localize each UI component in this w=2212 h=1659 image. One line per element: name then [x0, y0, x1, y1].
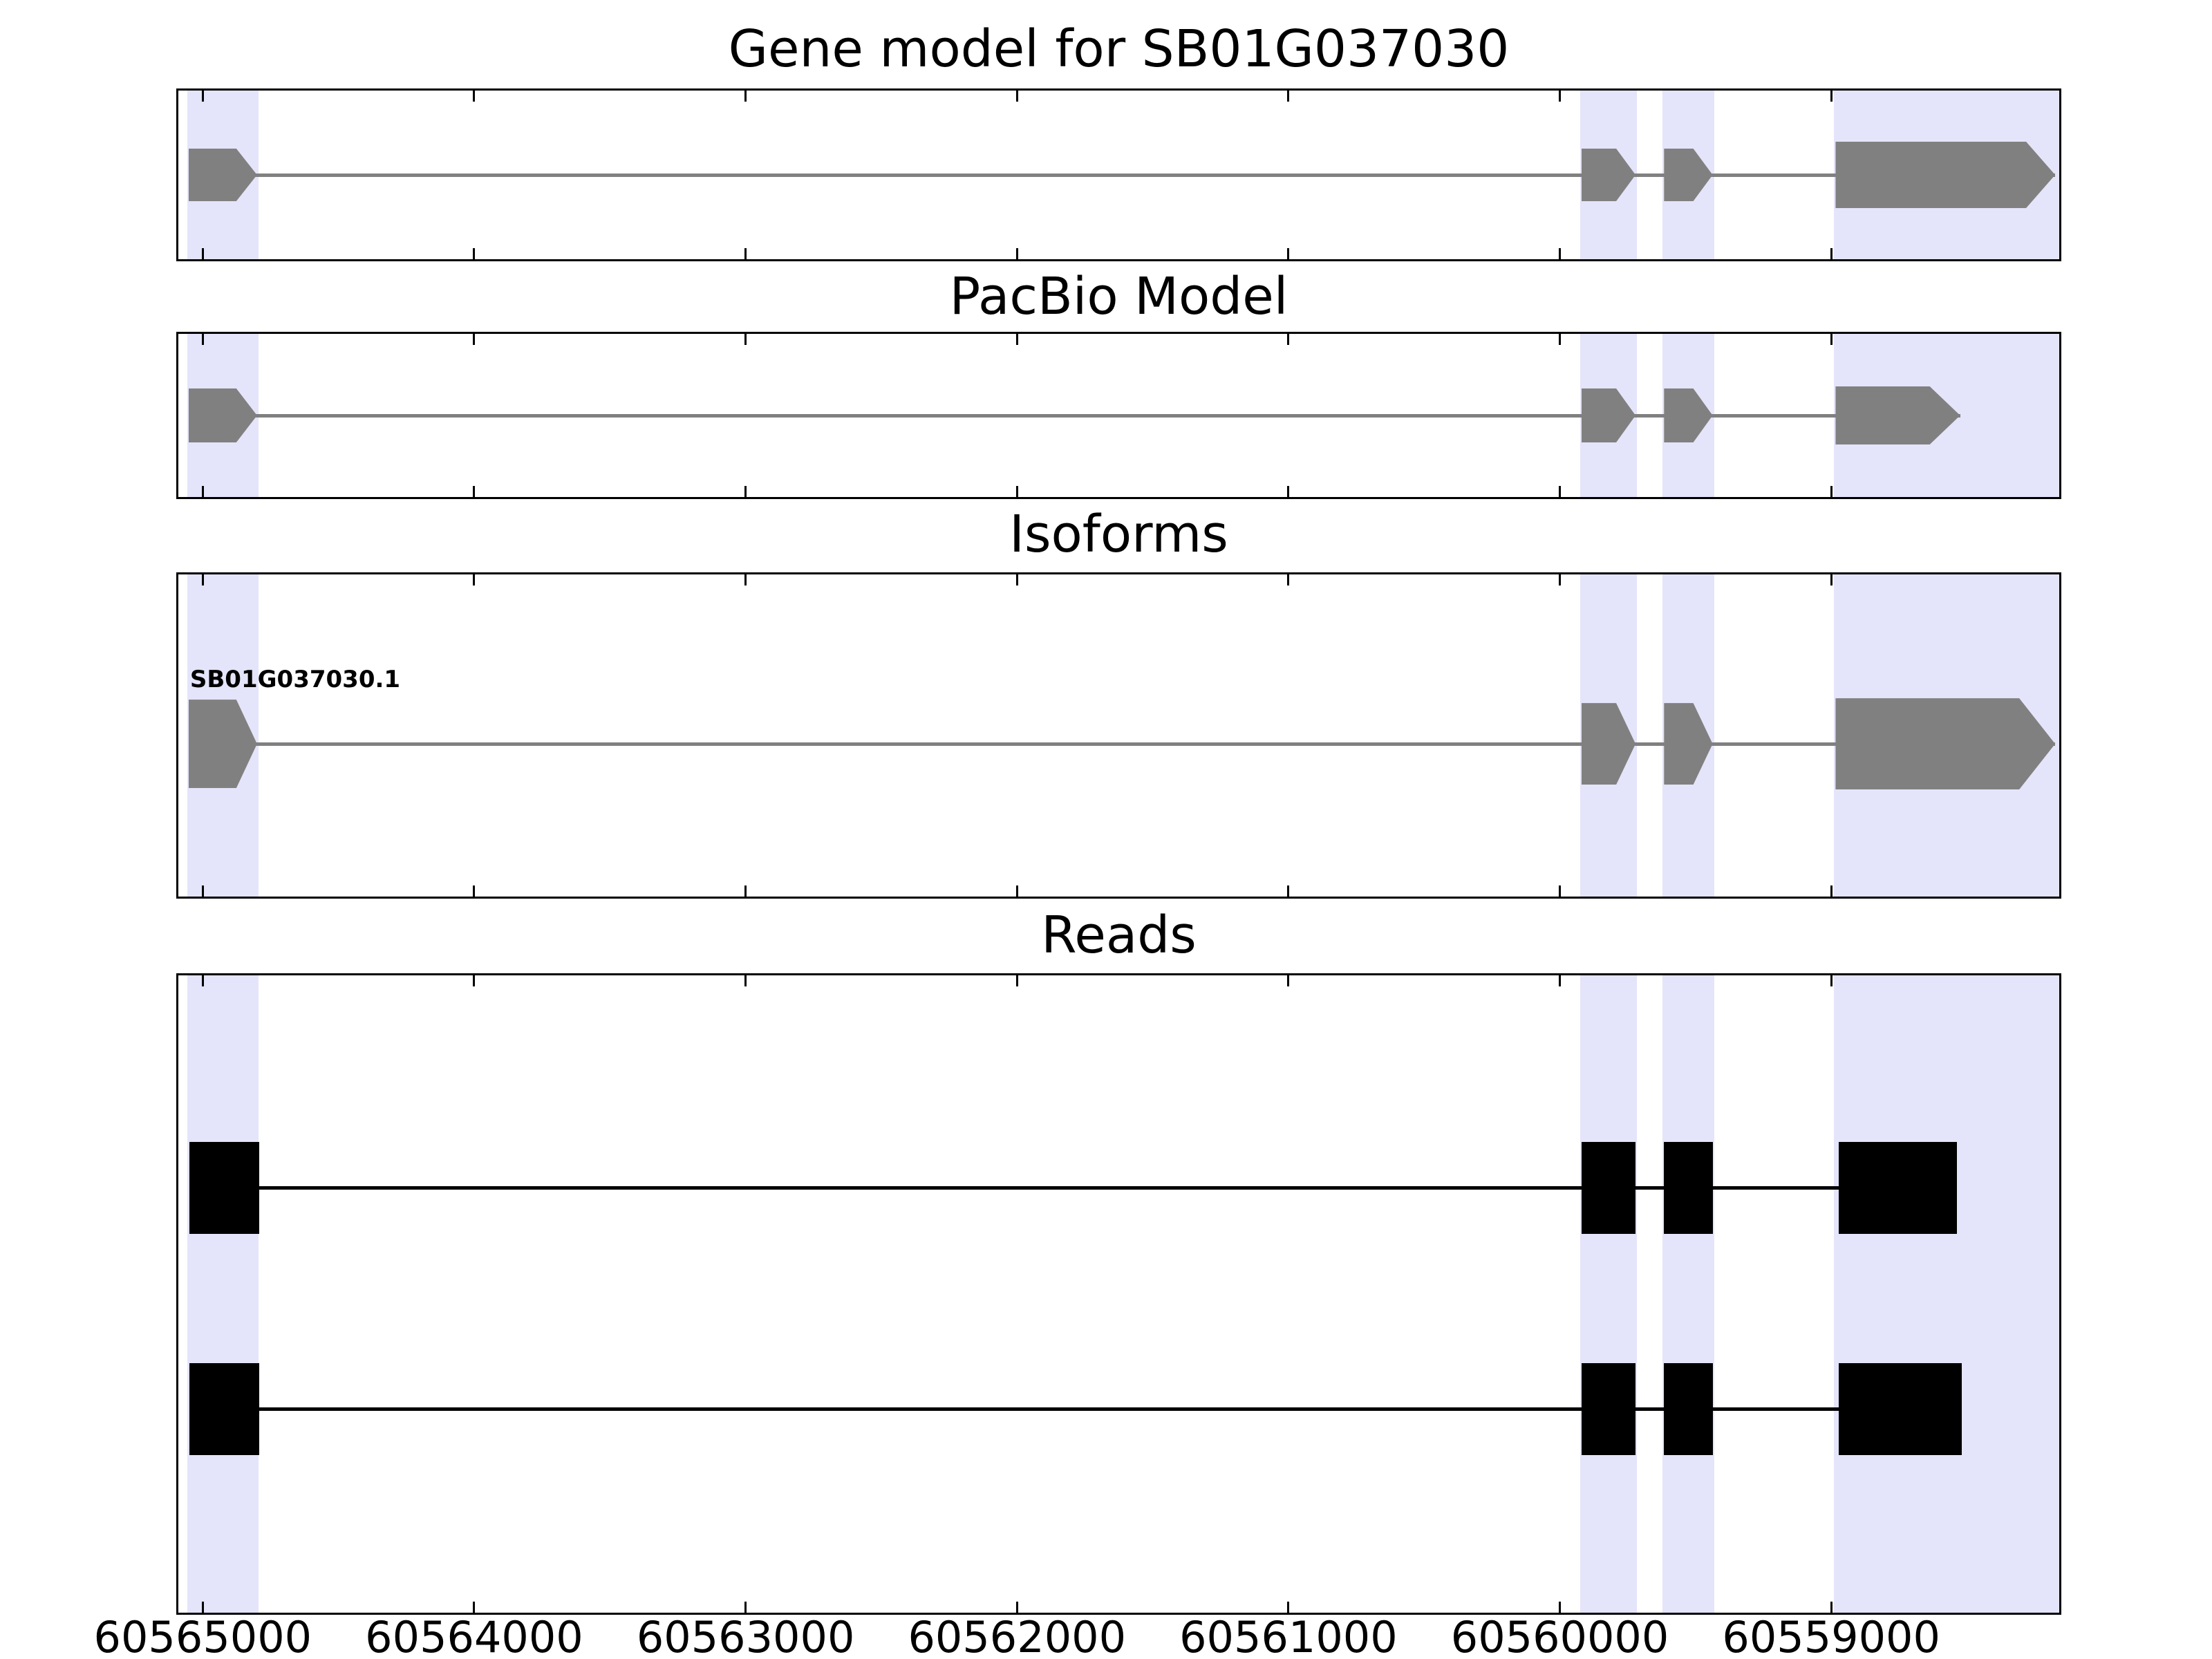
axis-tick-label: 60560000: [1450, 1612, 1669, 1659]
axis-tick: [1015, 975, 1018, 986]
highlight-band: [187, 975, 259, 1613]
panel-isoforms: SB01G037030.1: [176, 572, 2061, 899]
read-block: [1581, 1363, 1636, 1456]
axis-tick: [1287, 334, 1290, 345]
axis-tick: [1830, 1602, 1833, 1613]
axis-tick: [1015, 486, 1018, 497]
axis-tick: [1015, 248, 1018, 259]
axis-tick: [1559, 248, 1562, 259]
axis-tick: [201, 975, 204, 986]
axis-tick: [473, 1602, 476, 1613]
axis-tick-label: 60564000: [365, 1612, 583, 1659]
read-block: [1838, 1363, 1962, 1456]
axis-tick: [1287, 1602, 1290, 1613]
read-block: [1664, 1142, 1713, 1235]
read-line: [189, 1186, 1958, 1190]
highlight-band: [1662, 975, 1714, 1613]
axis-tick: [1830, 486, 1833, 497]
axis-tick: [201, 486, 204, 497]
read-block: [1838, 1142, 1958, 1235]
exon: [1835, 386, 1960, 444]
axis-tick: [201, 1602, 204, 1613]
axis-tick: [473, 248, 476, 259]
axis-tick: [473, 91, 476, 102]
intron-line: [188, 173, 2056, 177]
axis-tick: [744, 885, 747, 897]
read-line: [189, 1407, 1962, 1412]
axis-tick-label: 60565000: [93, 1612, 312, 1659]
axis-tick: [1287, 91, 1290, 102]
read-block: [189, 1363, 259, 1456]
axis-tick: [473, 334, 476, 345]
axis-tick: [744, 1602, 747, 1613]
axis-tick: [1830, 885, 1833, 897]
axis-tick: [1287, 574, 1290, 585]
panel-reads: [176, 973, 2061, 1615]
axis-tick: [1559, 574, 1562, 585]
axis-tick: [1287, 975, 1290, 986]
axis-tick: [744, 248, 747, 259]
read-block: [189, 1142, 259, 1235]
axis-tick: [473, 975, 476, 986]
axis-tick: [744, 486, 747, 497]
axis-tick: [1287, 486, 1290, 497]
panel-title-gene-model: Gene model for SB01G037030: [728, 19, 1510, 79]
axis-tick: [473, 885, 476, 897]
x-axis-tick-labels: 60565000 60564000 60563000 60562000 60561000…: [94, 1612, 2059, 1659]
isoform-label: SB01G037030.1: [189, 666, 401, 694]
axis-tick: [1830, 91, 1833, 102]
axis-tick: [201, 574, 204, 585]
axis-tick: [1015, 91, 1018, 102]
axis-tick: [1287, 885, 1290, 897]
axis-tick: [744, 574, 747, 585]
axis-tick: [744, 975, 747, 986]
axis-tick: [201, 885, 204, 897]
axis-tick: [201, 248, 204, 259]
axis-tick: [1015, 1602, 1018, 1613]
axis-tick: [1015, 885, 1018, 897]
axis-tick: [1015, 574, 1018, 585]
axis-tick: [201, 91, 204, 102]
axis-tick: [473, 574, 476, 585]
exon: [1835, 142, 2055, 208]
axis-tick-label: 60562000: [908, 1612, 1127, 1659]
panel-title-reads: Reads: [1041, 906, 1197, 965]
axis-tick: [744, 334, 747, 345]
axis-tick-label: 60563000: [636, 1612, 855, 1659]
axis-tick-label: 60561000: [1179, 1612, 1398, 1659]
axis-tick: [1830, 975, 1833, 986]
read-block: [1664, 1363, 1713, 1456]
exon: [1835, 698, 2055, 790]
axis-tick: [1559, 486, 1562, 497]
axis-tick: [473, 486, 476, 497]
panel-title-pacbio-model: PacBio Model: [949, 267, 1288, 326]
axis-tick: [1830, 248, 1833, 259]
axis-tick: [201, 334, 204, 345]
axis-tick: [1559, 885, 1562, 897]
read-block: [1581, 1142, 1636, 1235]
panel-gene-model: [176, 88, 2061, 261]
axis-tick-label: 60559000: [1722, 1612, 1940, 1659]
axis-tick: [1830, 574, 1833, 585]
axis-tick: [1559, 91, 1562, 102]
panel-pacbio-model: [176, 332, 2061, 499]
axis-tick: [1559, 334, 1562, 345]
axis-tick: [1559, 975, 1562, 986]
highlight-band: [1580, 975, 1638, 1613]
intron-line: [188, 413, 1960, 418]
axis-tick: [1559, 1602, 1562, 1613]
axis-tick: [744, 91, 747, 102]
panel-title-isoforms: Isoforms: [1009, 505, 1228, 564]
highlight-band: [1834, 975, 2059, 1613]
axis-tick: [1830, 334, 1833, 345]
axis-tick: [1287, 248, 1290, 259]
axis-tick: [1015, 334, 1018, 345]
intron-line: [188, 742, 2056, 746]
